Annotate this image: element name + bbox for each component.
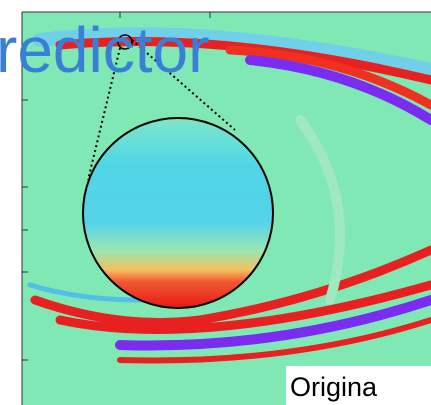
title-text: redictor — [0, 14, 209, 86]
figure: redictor Origina — [0, 0, 431, 405]
label-text: Origina — [290, 372, 378, 402]
